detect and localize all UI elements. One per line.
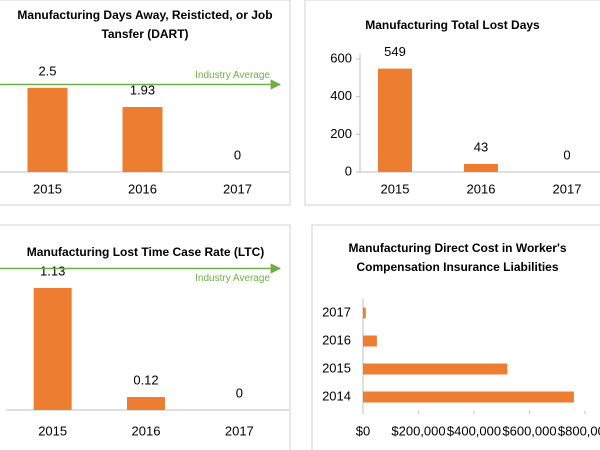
value-label: 1.93 — [130, 82, 155, 97]
x-tick-label: 2015 — [381, 181, 410, 196]
bar — [122, 107, 163, 172]
bar — [363, 363, 508, 375]
y-tick-label: 0 — [345, 163, 352, 178]
x-tick-label: $200,000 — [391, 423, 445, 438]
y-tick-label: 2015 — [322, 360, 351, 375]
bar — [378, 68, 412, 172]
bar — [363, 307, 366, 319]
bar — [363, 335, 377, 347]
value-label: 1.13 — [40, 263, 65, 278]
value-label: 0 — [234, 147, 241, 162]
x-tick-label: 2016 — [467, 181, 496, 196]
x-tick-label: 2017 — [225, 423, 254, 438]
value-label: 0 — [563, 147, 570, 162]
x-tick-label: $0 — [356, 423, 370, 438]
panel — [304, 0, 600, 206]
value-label: 43 — [474, 139, 488, 154]
value-label: 0 — [236, 385, 243, 400]
industry-average-label: Industry Average — [195, 273, 270, 284]
y-tick-label: 2017 — [322, 304, 351, 319]
y-tick-label: 2016 — [322, 332, 351, 347]
y-tick-label: 400 — [330, 88, 352, 103]
bar — [363, 391, 574, 403]
x-tick-label: 2016 — [128, 181, 157, 196]
bar — [127, 397, 165, 410]
x-tick-label: $600,000 — [502, 423, 556, 438]
bar — [27, 87, 68, 172]
bar — [33, 287, 72, 410]
y-tick-label: 600 — [330, 50, 352, 65]
value-label: 0.12 — [133, 372, 158, 387]
value-label: 2.5 — [38, 63, 56, 78]
y-tick-label: 200 — [330, 126, 352, 141]
x-tick-label: $400,000 — [447, 423, 501, 438]
x-tick-label: 2015 — [33, 181, 62, 196]
panel — [0, 0, 291, 206]
panel — [0, 224, 291, 450]
value-label: 549 — [384, 44, 406, 59]
chart-title: Manufacturing Direct Cost in Worker's Co… — [348, 241, 567, 274]
x-tick-label: 2017 — [223, 181, 252, 196]
panel — [311, 224, 600, 450]
bar — [464, 163, 498, 172]
x-tick-label: 2015 — [38, 423, 67, 438]
x-tick-label: 2017 — [553, 181, 582, 196]
chart-title: Manufacturing Lost Time Case Rate (LTC) — [26, 245, 265, 259]
y-tick-label: 2014 — [322, 388, 351, 403]
x-tick-label: 2016 — [132, 423, 161, 438]
chart-title: Manufacturing Days Away, Reisticted, or … — [17, 8, 273, 41]
chart-title: Manufacturing Total Lost Days — [365, 18, 540, 32]
x-tick-label: $800,000 — [558, 423, 600, 438]
industry-average-label: Industry Average — [195, 70, 270, 81]
